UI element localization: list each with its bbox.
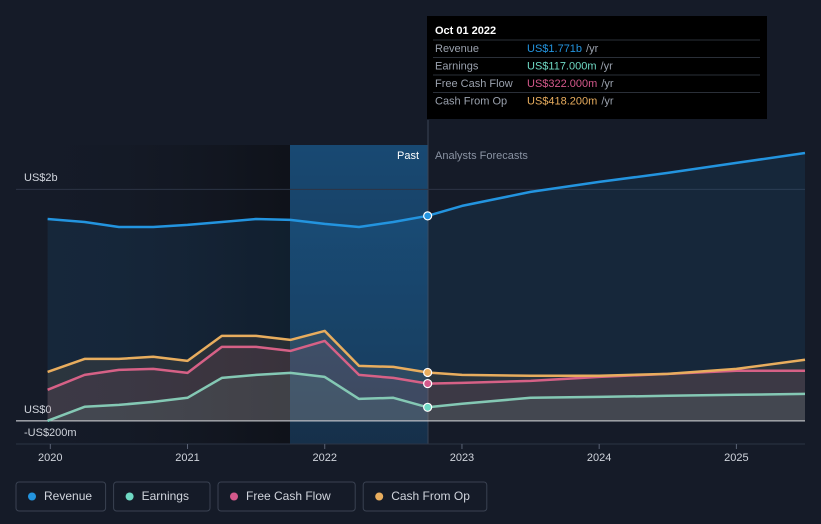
past-label: Past (397, 150, 419, 162)
legend-item[interactable]: Earnings (113, 481, 211, 512)
x-tick-label: 2022 (312, 452, 336, 464)
x-tick-label: 2025 (724, 452, 748, 464)
tooltip-value: US$1.771b/yr (527, 43, 599, 55)
past-background (16, 145, 290, 444)
series-area (47, 372, 806, 421)
series-area (47, 340, 806, 421)
legend-item[interactable]: Cash From Op (362, 481, 488, 512)
x-tick-label: 2024 (587, 452, 611, 464)
tooltip: Oct 01 2022 Revenue US$1.771b/yr Earnings U… (427, 16, 767, 119)
tooltip-box (427, 16, 767, 119)
marker (423, 402, 433, 412)
y-tick-label: -US$200m (24, 427, 77, 439)
legend-box[interactable] (113, 481, 211, 512)
legend-label: Free Cash Flow (246, 489, 331, 503)
legend-box[interactable] (217, 481, 356, 512)
tooltip-label: Earnings (435, 60, 479, 72)
series-line (47, 371, 806, 422)
x-tick-label: 2023 (450, 452, 474, 464)
tooltip-label: Free Cash Flow (435, 78, 513, 90)
tooltip-unit: /yr (601, 60, 614, 72)
legend-swatch (375, 492, 384, 501)
marker (423, 367, 433, 378)
x-tick-label: 2021 (175, 452, 199, 464)
tooltip-value-text: US$418.200m (527, 95, 597, 107)
y-tick-label: US$0 (24, 404, 52, 416)
legend-swatch (125, 492, 134, 501)
series-line (47, 151, 806, 229)
legend-label: Earnings (142, 489, 189, 503)
past-highlight (290, 145, 428, 444)
legend-box[interactable] (362, 481, 488, 512)
legend-label: Cash From Op (391, 489, 470, 503)
tooltip-value: US$117.000m/yr (527, 60, 613, 72)
marker (423, 211, 433, 221)
tooltip-value-text: US$322.000m (527, 78, 597, 90)
legend-item[interactable]: Free Cash Flow (217, 481, 356, 512)
series-line (47, 329, 806, 378)
y-tick-label: US$2b (24, 172, 58, 184)
tooltip-value: US$322.000m/yr (527, 78, 614, 90)
tooltip-unit: /yr (601, 95, 614, 107)
legend-box[interactable] (15, 481, 107, 512)
legend-item[interactable]: Revenue (15, 481, 107, 512)
tooltip-label: Revenue (435, 43, 479, 55)
tooltip-label: Cash From Op (435, 95, 507, 107)
tooltip-value-text: US$1.771b (527, 43, 582, 55)
forecast-label: Analysts Forecasts (435, 150, 528, 162)
tooltip-value-text: US$117.000m (527, 60, 597, 72)
tooltip-date: Oct 01 2022 (435, 25, 496, 37)
tooltip-value: US$418.200m/yr (527, 95, 614, 107)
legend-label: Revenue (44, 489, 92, 503)
legend-swatch (28, 492, 36, 501)
series-area (47, 153, 806, 421)
tooltip-unit: /yr (601, 78, 614, 90)
tooltip-unit: /yr (586, 43, 599, 55)
x-tick-label: 2020 (38, 452, 62, 464)
marker (423, 378, 433, 389)
legend-swatch (230, 492, 238, 501)
